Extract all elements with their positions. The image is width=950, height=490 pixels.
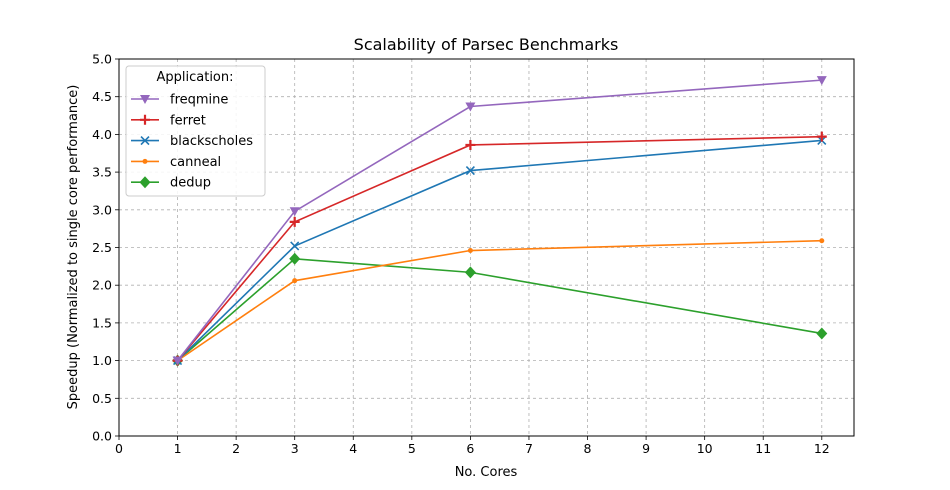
x-tick-label: 5 bbox=[408, 441, 416, 456]
x-tick-label: 4 bbox=[349, 441, 357, 456]
data-point-dedup bbox=[816, 327, 828, 340]
data-point-canneal bbox=[292, 278, 298, 284]
series-line-dedup bbox=[177, 257, 822, 362]
y-tick-label: 5.0 bbox=[92, 52, 112, 67]
data-point-ferret bbox=[816, 131, 827, 142]
legend-marker bbox=[139, 176, 151, 189]
data-point-freqmine bbox=[465, 102, 476, 112]
y-tick-label: 3.5 bbox=[92, 165, 112, 180]
x-tick-label: 7 bbox=[525, 441, 533, 456]
series-layer bbox=[172, 76, 828, 367]
legend-label: dedup bbox=[170, 176, 211, 191]
data-point-dedup bbox=[464, 266, 476, 279]
y-tick-label: 3.0 bbox=[92, 202, 112, 217]
legend: Application: freqmine ferret blackscholes c… bbox=[125, 65, 266, 197]
chart-title: Scalability of Parsec Benchmarks bbox=[354, 35, 619, 54]
legend-label: freqmine bbox=[170, 93, 228, 108]
x-tick-label: 11 bbox=[755, 441, 771, 456]
x-tick-label: 10 bbox=[697, 441, 713, 456]
x-tick-label: 3 bbox=[291, 441, 299, 456]
data-point-freqmine bbox=[289, 207, 300, 217]
legend-marker bbox=[142, 158, 148, 164]
data-point-dedup bbox=[289, 252, 301, 265]
data-point-canneal bbox=[819, 238, 825, 244]
x-tick-label: 6 bbox=[466, 441, 474, 456]
series-line-blackscholes bbox=[177, 139, 822, 362]
legend-label: blackscholes bbox=[170, 134, 253, 149]
legend-label: canneal bbox=[170, 155, 221, 170]
x-tick-label: 1 bbox=[174, 441, 182, 456]
x-tick-label: 12 bbox=[814, 441, 830, 456]
data-point-freqmine bbox=[172, 356, 183, 366]
legend-marker bbox=[140, 95, 150, 104]
data-point-ferret bbox=[289, 216, 300, 227]
y-axis-label: Speedup (Normalized to single core perfo… bbox=[66, 85, 81, 410]
x-tick-label: 2 bbox=[232, 441, 240, 456]
legend-items: freqmine ferret blackscholes canneal dedup bbox=[131, 93, 253, 191]
data-point-canneal bbox=[467, 248, 473, 254]
y-tick-label: 1.5 bbox=[92, 315, 112, 330]
x-tick-label: 8 bbox=[584, 441, 592, 456]
x-axis-ticks: 0 1 2 3 4 5 6 7 8 9 10 11 12 bbox=[115, 436, 830, 456]
x-tick-label: 9 bbox=[642, 441, 650, 456]
legend-item-blackscholes: blackscholes bbox=[131, 134, 253, 149]
legend-item-ferret: ferret bbox=[131, 113, 206, 128]
x-axis-label: No. Cores bbox=[455, 465, 518, 480]
y-tick-label: 0.5 bbox=[92, 391, 112, 406]
legend-title: Application: bbox=[156, 70, 233, 85]
legend-marker bbox=[140, 136, 150, 146]
data-point-blackscholes bbox=[465, 166, 475, 176]
y-tick-label: 0.0 bbox=[92, 429, 112, 444]
series-ferret bbox=[172, 131, 827, 366]
legend-item-freqmine: freqmine bbox=[131, 93, 228, 108]
y-tick-label: 2.0 bbox=[92, 278, 112, 293]
series-line-freqmine bbox=[176, 79, 822, 362]
legend-label: ferret bbox=[170, 113, 206, 128]
series-line-canneal bbox=[177, 239, 822, 362]
y-tick-label: 4.5 bbox=[92, 89, 112, 104]
legend-marker bbox=[140, 114, 150, 125]
legend-item-dedup: dedup bbox=[131, 176, 211, 191]
y-tick-label: 4.0 bbox=[92, 127, 112, 142]
legend-box bbox=[125, 65, 266, 197]
x-tick-label: 0 bbox=[115, 441, 123, 456]
data-point-freqmine bbox=[816, 76, 827, 86]
series-line-ferret bbox=[176, 135, 822, 362]
data-point-blackscholes bbox=[290, 241, 300, 251]
series-freqmine bbox=[172, 76, 827, 366]
y-axis-ticks: 0.0 0.5 1.0 1.5 2.0 2.5 3.0 3.5 4.0 4.5 5.0 bbox=[92, 52, 119, 444]
legend-item-canneal: canneal bbox=[131, 155, 221, 170]
data-point-ferret bbox=[465, 139, 476, 150]
series-canneal bbox=[175, 238, 825, 364]
y-tick-label: 1.0 bbox=[92, 353, 112, 368]
y-tick-label: 2.5 bbox=[92, 240, 112, 255]
